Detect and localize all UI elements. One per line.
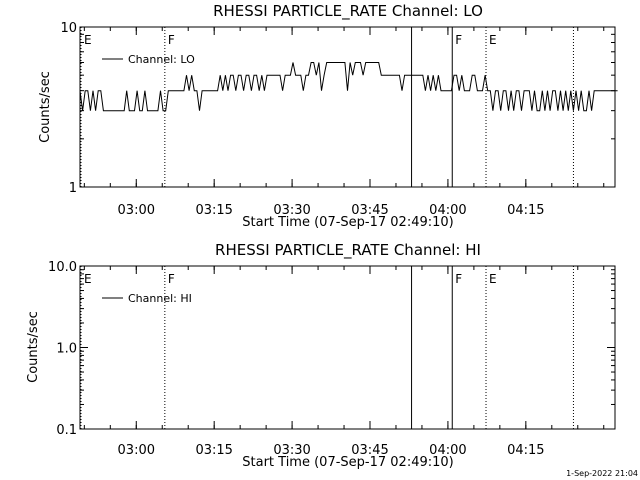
hi-x-tick-label: 04:15	[507, 443, 544, 458]
lo-series-line	[79, 62, 618, 112]
lo-series-group	[79, 62, 618, 112]
hi-y-tick-label: 1.0	[56, 342, 77, 357]
hi-event-marker-label: E	[84, 272, 92, 286]
lo-x-axis-label: Start Time (07-Sep-17 02:49:10)	[242, 215, 453, 230]
hi-x-tick-label: 03:00	[118, 443, 155, 458]
lo-event-marker-label: E	[489, 33, 497, 47]
hi-x-tick-label: 04:00	[429, 443, 466, 458]
lo-plot-frame	[79, 26, 616, 188]
lo-x-tick-label: 03:15	[195, 203, 232, 218]
hi-event-marker-label: F	[455, 272, 462, 286]
lo-y-tick-label: 1	[69, 181, 77, 196]
lo-channel-panel: RHESSI PARTICLE_RATE Channel: LO Counts/…	[38, 2, 618, 230]
lo-legend-label: Channel: LO	[128, 53, 195, 66]
hi-y-tick-label: 0.1	[56, 423, 77, 438]
lo-event-marker-label: F	[455, 33, 462, 47]
hi-x-tick-label: 03:15	[195, 443, 232, 458]
hi-plot-frame	[79, 265, 616, 430]
lo-y-axis-label: Counts/sec	[38, 71, 53, 143]
hi-event-marker-label: F	[168, 272, 175, 286]
lo-x-tick-label: 03:30	[273, 203, 310, 218]
hi-legend-label: Channel: HI	[128, 292, 192, 305]
lo-y-tick-label: 10	[60, 21, 77, 36]
lo-event-marker-label: F	[168, 33, 175, 47]
lo-event-marker-label: E	[84, 33, 92, 47]
lo-x-tick-label: 03:00	[118, 203, 155, 218]
hi-channel-panel: RHESSI PARTICLE_RATE Channel: HI Counts/…	[26, 241, 616, 470]
lo-x-tick-label: 03:45	[351, 203, 388, 218]
hi-x-tick-label: 03:30	[273, 443, 310, 458]
lo-x-tick-label: 04:00	[429, 203, 466, 218]
hi-chart-title: RHESSI PARTICLE_RATE Channel: HI	[215, 241, 481, 260]
hi-x-axis-label: Start Time (07-Sep-17 02:49:10)	[242, 455, 453, 470]
hi-event-marker-label: E	[489, 272, 497, 286]
lo-chart-title: RHESSI PARTICLE_RATE Channel: LO	[213, 2, 483, 21]
hi-x-tick-label: 03:45	[351, 443, 388, 458]
plot-timestamp: 1-Sep-2022 21:04	[566, 469, 638, 478]
hi-tick-group: 03:00 03:15 03:30 03:45 04:00 04:15 0.1 1.0 10.0	[48, 260, 615, 458]
lo-tick-group: 03:00 03:15 03:30 03:45 04:00 04:15 1 10	[60, 21, 615, 218]
lo-x-tick-label: 04:15	[507, 203, 544, 218]
hi-y-tick-label: 10.0	[48, 260, 77, 275]
hi-y-axis-label: Counts/sec	[26, 311, 41, 383]
